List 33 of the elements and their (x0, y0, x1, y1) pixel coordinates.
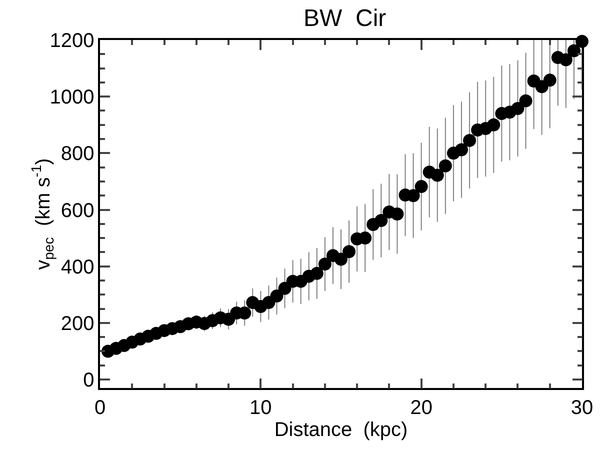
point (278, 282, 292, 295)
x-tick-label: 30 (570, 396, 594, 419)
point (358, 232, 372, 245)
point (487, 118, 500, 132)
point (455, 143, 468, 156)
point (430, 168, 444, 182)
point (414, 180, 428, 194)
x-axis-title: Distance (kpc) (274, 418, 408, 441)
point (559, 53, 572, 66)
chart-title: BW Cir (304, 4, 386, 32)
point (406, 189, 420, 202)
y-tick-label: 800 (60, 143, 94, 166)
y-tick-label: 1000 (50, 86, 94, 109)
x-tick-label: 10 (250, 396, 272, 419)
point (342, 245, 356, 258)
y-tick-label: 600 (60, 200, 94, 222)
point (310, 266, 324, 280)
point (567, 44, 580, 58)
point (511, 102, 524, 115)
y-tick-label: 0 (83, 370, 94, 392)
point (438, 159, 452, 172)
point (519, 94, 532, 108)
point (270, 290, 284, 303)
y-tick-label: 200 (60, 312, 94, 335)
y-tick-label: 400 (60, 256, 94, 278)
point (318, 258, 332, 271)
point (543, 74, 556, 87)
point (334, 252, 348, 266)
point (374, 214, 388, 228)
x-tick-label: 20 (410, 396, 432, 419)
point (390, 208, 404, 220)
point (463, 134, 476, 147)
y-tick-label: 1200 (50, 30, 94, 52)
